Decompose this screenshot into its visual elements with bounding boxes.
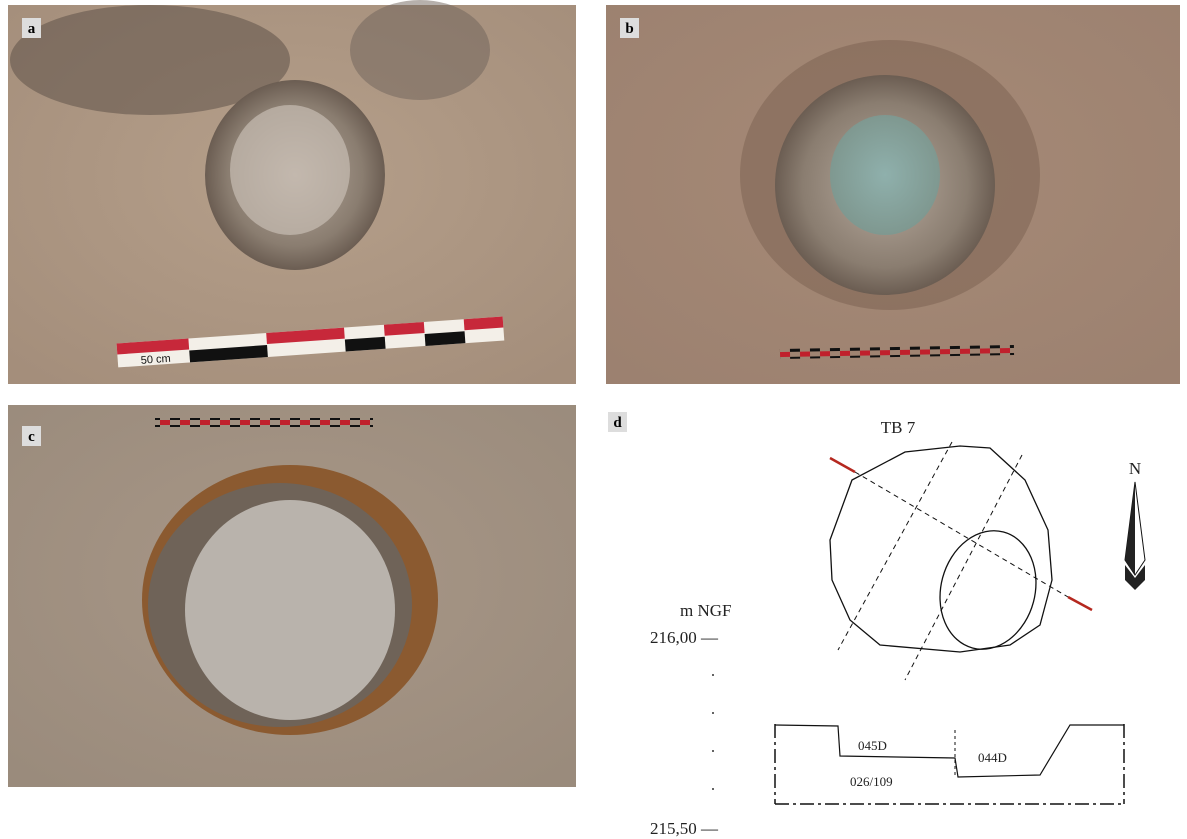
photo-c: c (8, 405, 576, 787)
photo-a: 50 cm a (8, 0, 576, 384)
drawing-title: TB 7 (881, 418, 916, 437)
north-label: N (1129, 459, 1141, 478)
drawing-d: d TB 7 N m NGF 216,00 — 215,50 — 045D 04… (608, 412, 1145, 838)
level-label: 216,00 — (650, 628, 719, 647)
panel-label: c (28, 429, 35, 445)
unit-label: m NGF (680, 601, 731, 620)
level-label: 215,50 — (650, 819, 719, 838)
photo-b: b (606, 5, 1180, 384)
scale-label: 50 cm (140, 353, 171, 367)
unit-label: 026/109 (850, 774, 893, 789)
unit-label: 044D (978, 750, 1007, 765)
unit-label: 045D (858, 738, 887, 753)
panel-label: d (613, 415, 622, 431)
panel-label: b (625, 21, 633, 37)
panel-label: a (28, 21, 36, 37)
figure: 50 cm a b c d TB 7 N m NGF 216,00 — 215,… (0, 0, 1187, 839)
